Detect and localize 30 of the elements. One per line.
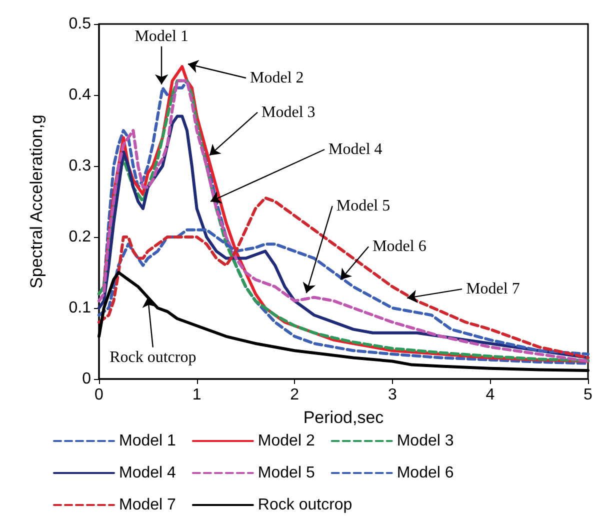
y-tick-label: 0 bbox=[82, 370, 92, 388]
x-axis-title: Period,sec bbox=[303, 408, 384, 427]
legend-label: Rock outcrop bbox=[258, 496, 352, 514]
legend-label: Model 4 bbox=[119, 464, 176, 482]
y-tick-label: 0.3 bbox=[68, 158, 92, 174]
x-tick-label: 2 bbox=[290, 386, 300, 404]
y-axis-title: Spectral Acceleration,g bbox=[27, 114, 46, 288]
x-tick-label: 4 bbox=[486, 386, 495, 404]
annotation: Rock outcrop bbox=[110, 348, 196, 366]
y-tick-label: 0.1 bbox=[68, 300, 92, 316]
x-tick-label: 3 bbox=[388, 386, 397, 404]
legend-label: Model 1 bbox=[119, 432, 176, 450]
annotation: Model 2 bbox=[250, 70, 304, 86]
legend-label: Model 2 bbox=[258, 432, 315, 450]
annotation: Model 4 bbox=[328, 141, 382, 158]
annotation: Model 3 bbox=[262, 104, 316, 121]
annotation: Model 7 bbox=[466, 280, 520, 298]
x-tick-label: 1 bbox=[192, 386, 202, 404]
y-tick-label: 0.4 bbox=[68, 86, 92, 104]
y-tick-label: 0.5 bbox=[68, 16, 92, 32]
y-tick-label: 0.2 bbox=[68, 228, 92, 246]
x-tick-label: 5 bbox=[584, 386, 593, 404]
legend-label: Model 5 bbox=[258, 464, 315, 482]
annotation: Model 1 bbox=[134, 28, 188, 45]
annotation: Model 5 bbox=[336, 198, 390, 215]
legend-label: Model 6 bbox=[396, 464, 454, 482]
legend-label: Model 7 bbox=[119, 496, 176, 514]
legend-label: Model 3 bbox=[396, 432, 454, 450]
x-tick-label: 0 bbox=[94, 386, 104, 404]
annotation: Model 6 bbox=[372, 238, 426, 256]
